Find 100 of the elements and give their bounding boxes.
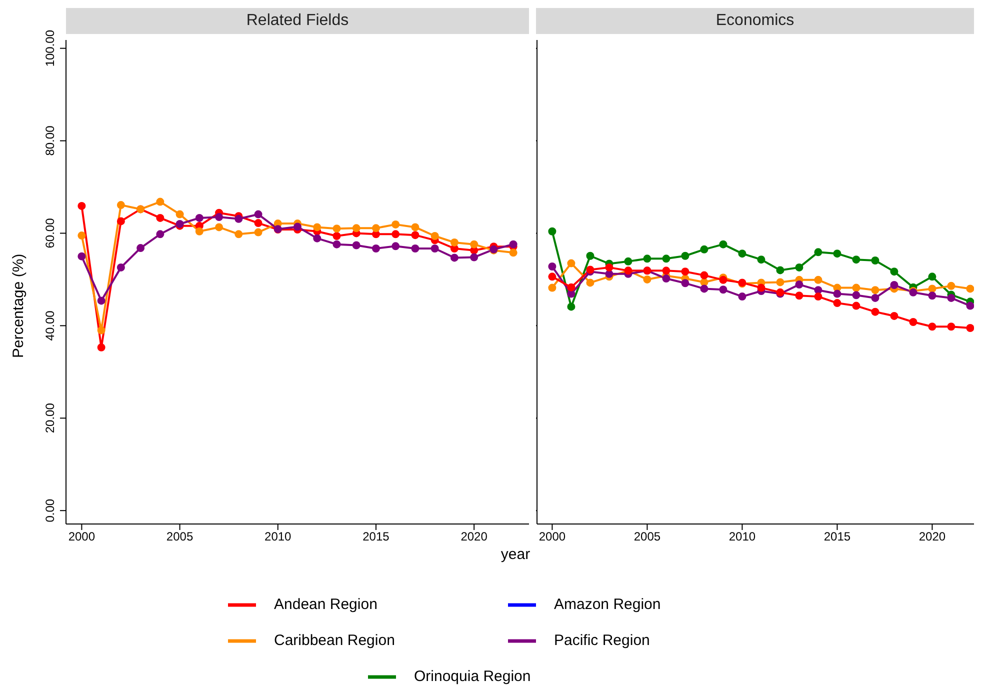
legend-label: Caribbean Region	[274, 632, 395, 649]
y-tick-label: 80.00	[43, 125, 57, 156]
point	[966, 302, 974, 310]
point	[332, 240, 341, 248]
point	[352, 224, 360, 232]
point	[509, 248, 518, 257]
point	[681, 268, 690, 276]
y-axis-title: Percentage (%)	[10, 254, 27, 358]
point	[814, 276, 822, 284]
point	[567, 302, 576, 311]
x-tick-label: 2000	[68, 530, 96, 544]
point	[662, 274, 670, 283]
x-tick-label: 2005	[166, 530, 194, 544]
point	[548, 227, 556, 236]
point	[234, 214, 243, 223]
point	[643, 254, 652, 263]
point	[795, 292, 804, 300]
point	[156, 230, 164, 238]
point	[176, 210, 184, 218]
point	[966, 324, 974, 332]
point	[116, 263, 125, 272]
point	[411, 223, 420, 232]
point	[833, 250, 842, 258]
point	[624, 257, 632, 266]
point	[97, 326, 106, 334]
point	[928, 292, 936, 300]
point	[928, 284, 936, 293]
point	[719, 240, 728, 248]
point	[78, 232, 86, 240]
point	[392, 220, 400, 228]
point	[215, 223, 224, 232]
y-tick-label: 20.00	[43, 402, 57, 434]
x-axis-title: year	[500, 546, 532, 563]
point	[313, 223, 322, 232]
point	[234, 230, 243, 238]
point	[643, 275, 652, 284]
point	[833, 290, 842, 298]
point	[254, 210, 262, 218]
y-tick-label: 40.00	[43, 310, 57, 341]
point	[332, 224, 341, 233]
point	[430, 244, 439, 252]
point	[372, 224, 380, 232]
point	[890, 312, 898, 320]
point	[430, 232, 439, 240]
chart-title: Economics	[536, 8, 974, 34]
point	[928, 322, 936, 331]
point	[852, 302, 860, 310]
point	[548, 262, 556, 271]
point	[852, 284, 860, 292]
legend-label: Amazon Region	[554, 596, 661, 613]
point	[833, 299, 842, 308]
point	[136, 244, 145, 252]
legend-label: Andean Region	[274, 596, 378, 613]
point	[195, 227, 204, 236]
point	[776, 266, 784, 274]
point	[681, 279, 690, 288]
x-tick-label: 2000	[538, 530, 566, 544]
point	[156, 214, 164, 222]
y-tick-label: 100.00	[43, 30, 57, 67]
point	[662, 254, 670, 263]
point	[871, 308, 880, 316]
point	[567, 283, 576, 292]
point	[392, 230, 400, 238]
point	[254, 219, 262, 228]
point	[757, 256, 766, 264]
point	[78, 202, 86, 210]
point	[548, 284, 556, 292]
point	[116, 201, 125, 210]
point	[700, 245, 708, 254]
legend-label: Orinoquia Region	[414, 668, 531, 685]
point	[567, 259, 576, 268]
point	[871, 294, 880, 302]
point	[662, 266, 670, 275]
x-tick-label: 2020	[460, 530, 488, 544]
x-tick-label: 2015	[824, 530, 851, 544]
point	[116, 217, 125, 226]
point	[795, 280, 804, 289]
x-tick-label: 2010	[264, 530, 292, 544]
point	[332, 232, 341, 240]
point	[681, 252, 690, 260]
point	[78, 252, 86, 260]
point	[470, 253, 478, 262]
point	[411, 244, 420, 252]
point	[411, 231, 420, 240]
point	[871, 286, 880, 294]
point	[586, 252, 594, 260]
x-tick-label: 2005	[634, 530, 661, 544]
point	[776, 278, 784, 286]
point	[719, 286, 728, 294]
point	[470, 240, 478, 248]
point	[97, 343, 106, 352]
point	[294, 222, 302, 231]
point	[947, 282, 956, 290]
point	[372, 244, 380, 252]
point	[700, 271, 708, 280]
point	[852, 256, 860, 264]
point	[757, 284, 766, 292]
point	[700, 284, 708, 293]
y-tick-label: 60.00	[43, 218, 57, 248]
point	[909, 318, 918, 326]
